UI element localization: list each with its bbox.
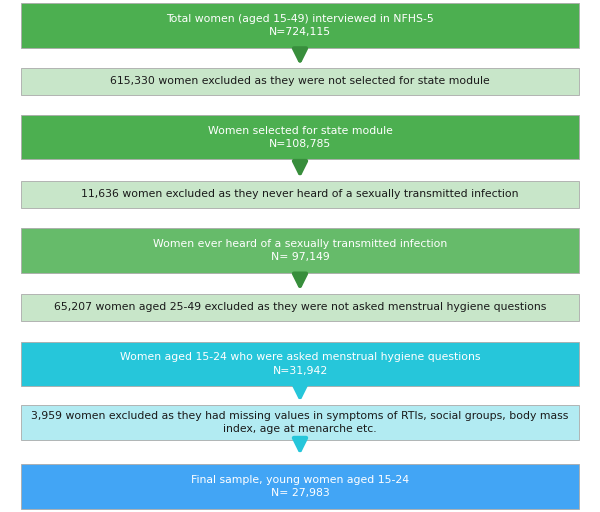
FancyBboxPatch shape	[21, 4, 579, 48]
Text: 65,207 women aged 25-49 excluded as they were not asked menstrual hygiene questi: 65,207 women aged 25-49 excluded as they…	[54, 302, 546, 312]
Text: Women aged 15-24 who were asked menstrual hygiene questions: Women aged 15-24 who were asked menstrua…	[120, 352, 480, 362]
Text: index, age at menarche etc.: index, age at menarche etc.	[223, 424, 377, 434]
Text: Total women (aged 15-49) interviewed in NFHS-5: Total women (aged 15-49) interviewed in …	[166, 14, 434, 24]
FancyBboxPatch shape	[21, 181, 579, 207]
Text: N=31,942: N=31,942	[272, 366, 328, 375]
FancyBboxPatch shape	[21, 115, 579, 159]
FancyBboxPatch shape	[21, 68, 579, 95]
Text: 11,636 women excluded as they never heard of a sexually transmitted infection: 11,636 women excluded as they never hear…	[81, 189, 519, 199]
Text: N= 27,983: N= 27,983	[271, 488, 329, 498]
Text: Final sample, young women aged 15-24: Final sample, young women aged 15-24	[191, 475, 409, 485]
Text: N= 97,149: N= 97,149	[271, 252, 329, 262]
Text: Women ever heard of a sexually transmitted infection: Women ever heard of a sexually transmitt…	[153, 239, 447, 249]
FancyBboxPatch shape	[21, 404, 579, 440]
FancyBboxPatch shape	[21, 342, 579, 386]
Text: Women selected for state module: Women selected for state module	[208, 126, 392, 136]
Text: 615,330 women excluded as they were not selected for state module: 615,330 women excluded as they were not …	[110, 76, 490, 87]
Text: N=108,785: N=108,785	[269, 139, 331, 149]
Text: 3,959 women excluded as they had missing values in symptoms of RTIs, social grou: 3,959 women excluded as they had missing…	[31, 411, 569, 421]
FancyBboxPatch shape	[21, 228, 579, 272]
FancyBboxPatch shape	[21, 294, 579, 321]
FancyBboxPatch shape	[21, 464, 579, 508]
Text: N=724,115: N=724,115	[269, 27, 331, 37]
